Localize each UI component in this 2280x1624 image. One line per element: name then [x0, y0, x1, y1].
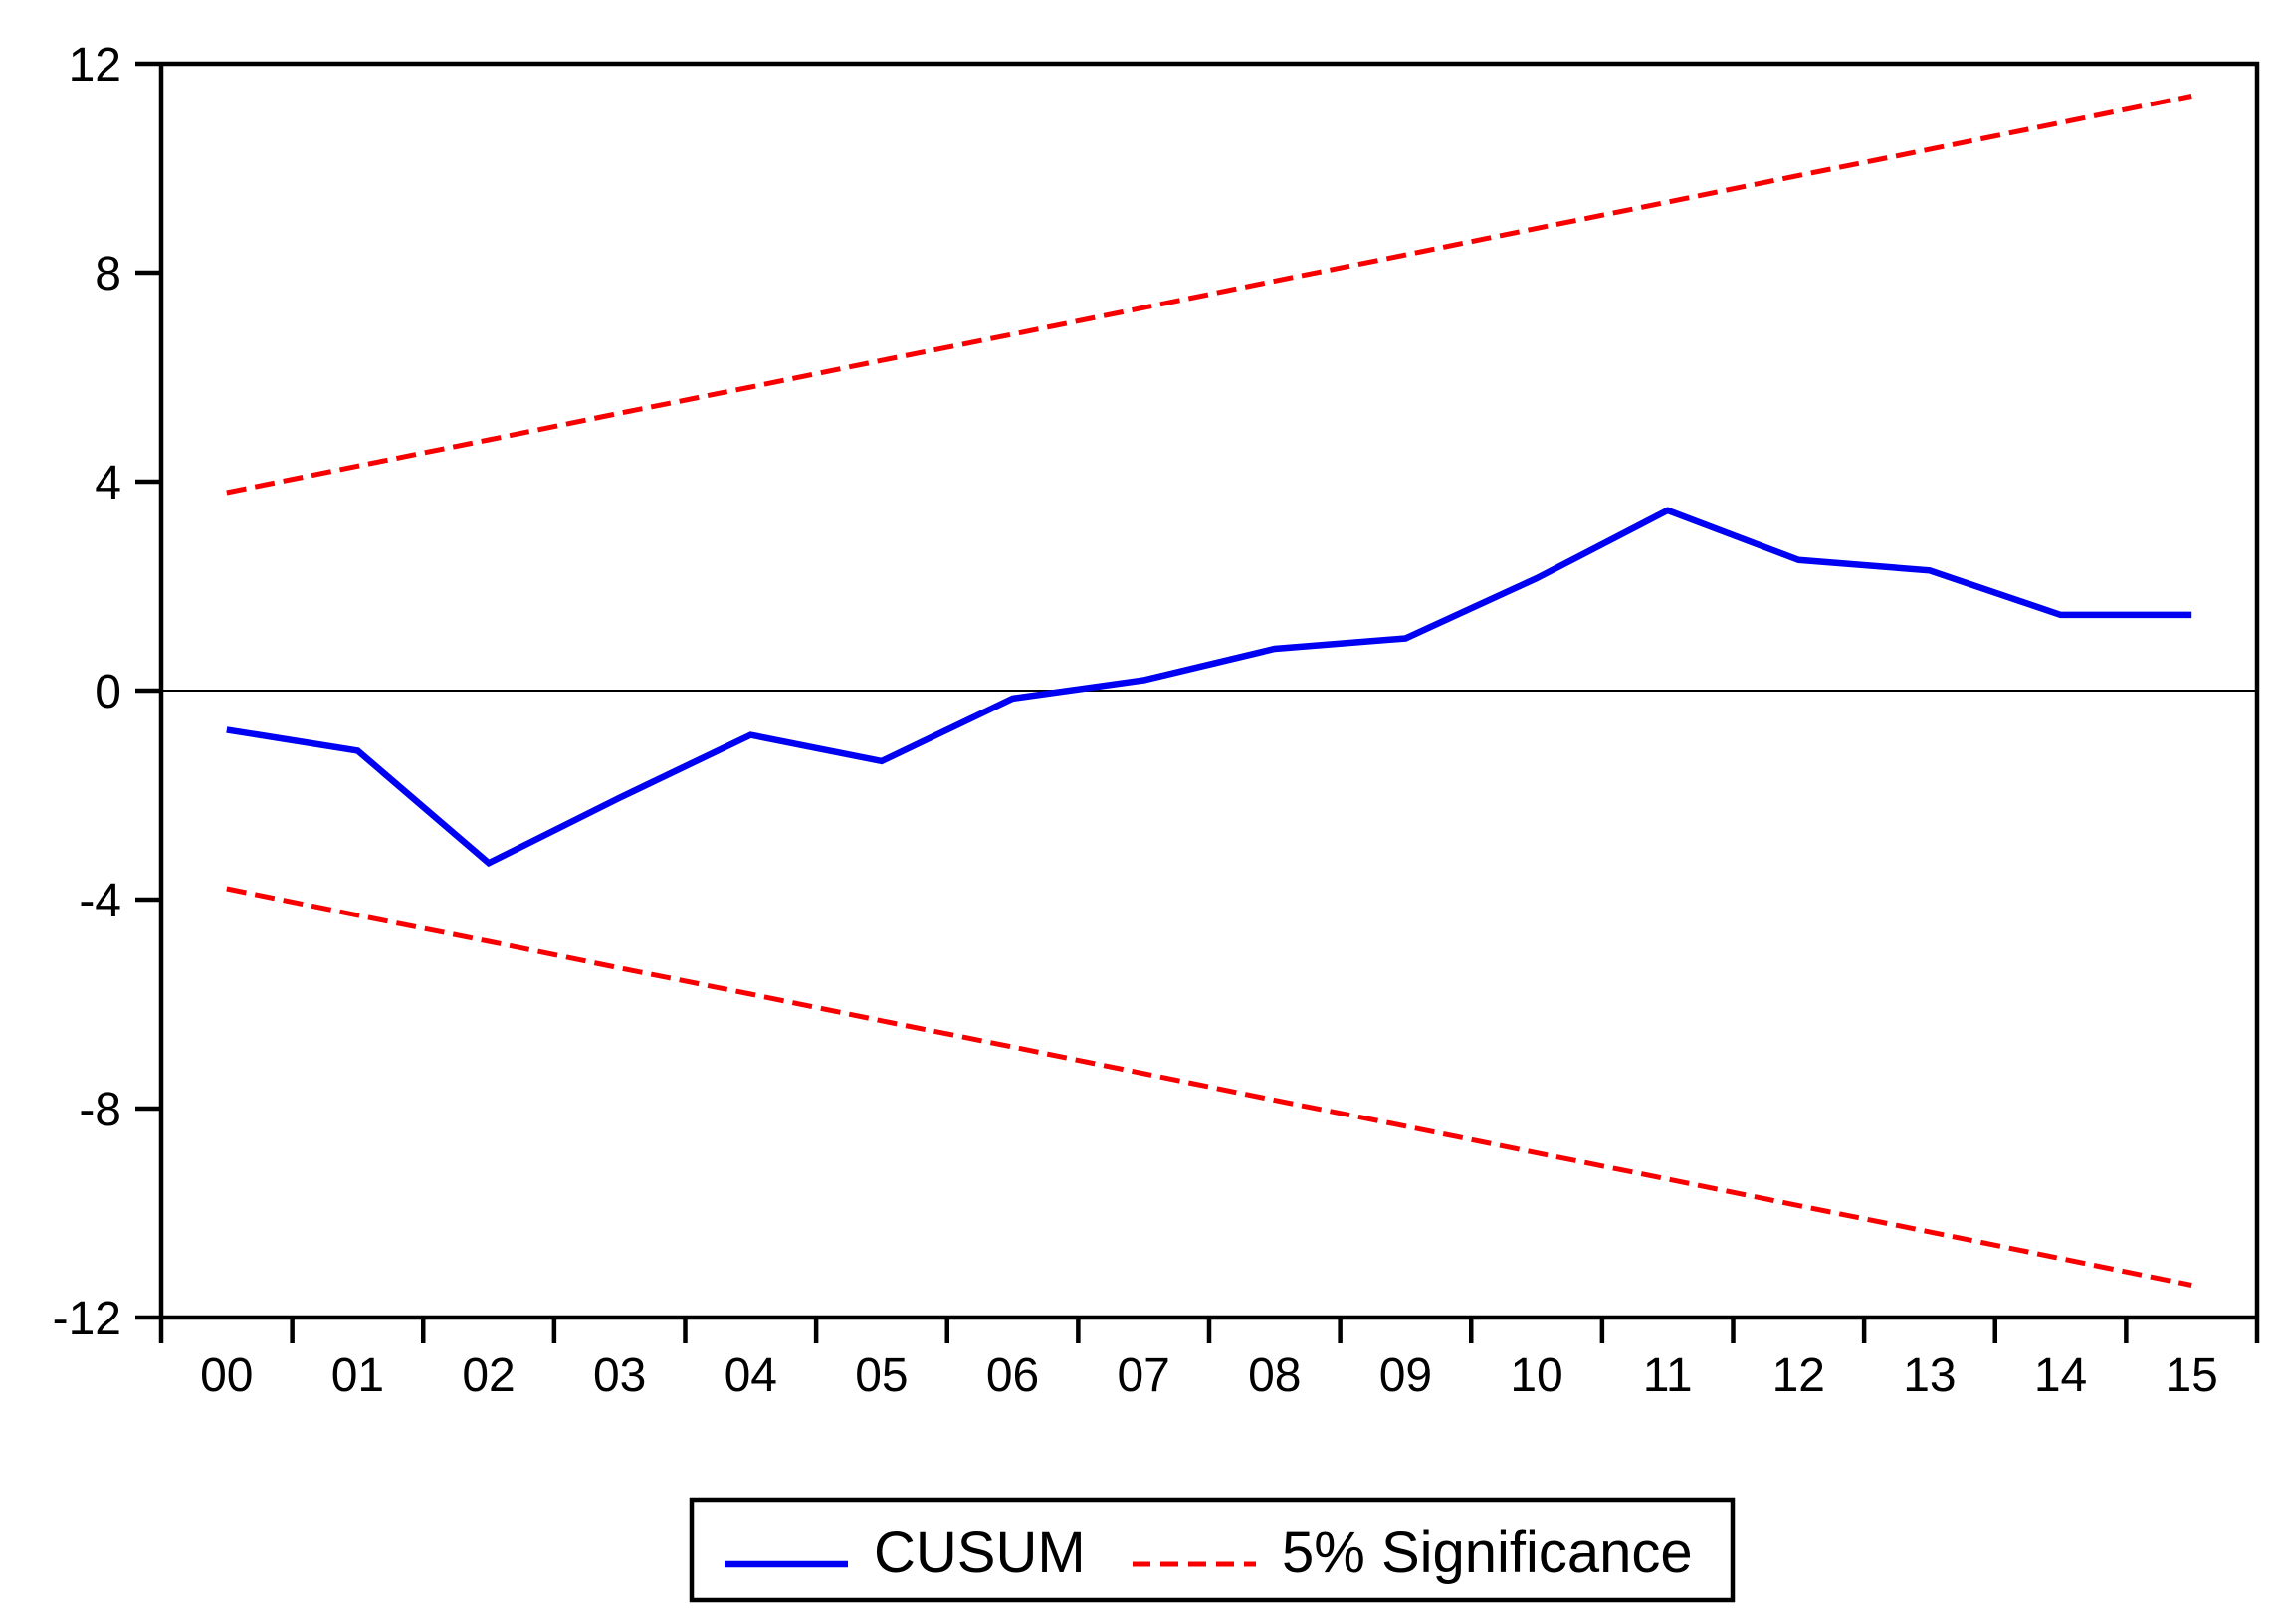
- x-tick-label: 10: [1510, 1349, 1562, 1402]
- cusum-line: [226, 507, 2192, 868]
- y-tick-label: -12: [53, 1293, 121, 1345]
- legend-significance-label: 5% Significance: [1282, 1521, 1693, 1585]
- legend-box: CUSUM 5% Significance: [689, 1497, 1736, 1603]
- x-axis-labels: 00 01 02 03 04 05 06 07 08 09 10 11 12 13 14 15: [200, 1349, 2218, 1402]
- y-tick-label: -4: [79, 875, 121, 927]
- x-tick-label: 07: [1117, 1349, 1169, 1402]
- x-tick-label: 00: [200, 1349, 253, 1402]
- significance-upper-line: [226, 94, 2192, 496]
- plot-border: [158, 61, 2260, 1320]
- x-tick-label: 13: [1903, 1349, 1956, 1402]
- y-tick-label: 12: [69, 39, 121, 92]
- legend-cusum-label: CUSUM: [874, 1521, 1086, 1585]
- x-tick-label: 15: [2165, 1349, 2217, 1402]
- x-axis-ticks: [158, 1320, 2260, 1343]
- data-series: [226, 94, 2192, 1288]
- y-axis-labels: 12 8 4 0 -4 -8 -12: [53, 39, 121, 1345]
- x-tick-label: 12: [1772, 1349, 1825, 1402]
- x-tick-label: 11: [1643, 1349, 1693, 1402]
- x-tick-label: 08: [1248, 1349, 1301, 1402]
- y-tick-label: 4: [95, 457, 121, 509]
- x-tick-label: 03: [593, 1349, 646, 1402]
- significance-lower-line: [226, 886, 2192, 1288]
- x-tick-label: 01: [331, 1349, 384, 1402]
- y-tick-label: 8: [95, 248, 121, 301]
- x-tick-label: 05: [855, 1349, 908, 1402]
- x-tick-label: 06: [986, 1349, 1039, 1402]
- y-axis-ticks: [135, 61, 159, 1320]
- x-tick-label: 04: [725, 1349, 777, 1402]
- x-tick-label: 02: [462, 1349, 515, 1402]
- legend-border: [689, 1497, 1736, 1603]
- y-tick-label: -8: [79, 1084, 121, 1136]
- x-tick-label: 14: [2034, 1349, 2087, 1402]
- y-tick-label: 0: [95, 666, 121, 718]
- x-tick-label: 09: [1379, 1349, 1432, 1402]
